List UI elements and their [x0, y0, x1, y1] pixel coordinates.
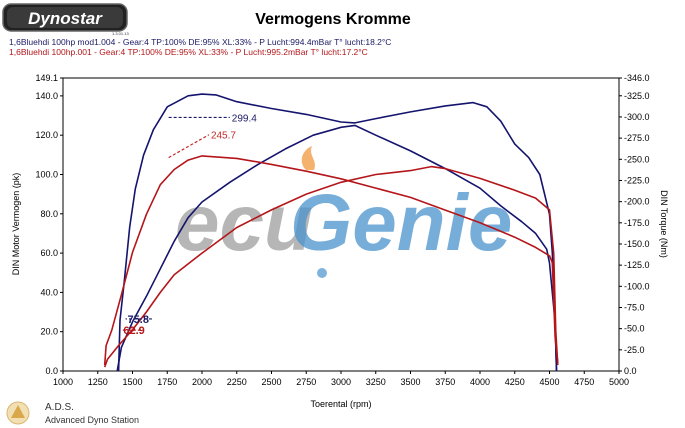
- watermark-ecu: ecu: [175, 178, 313, 267]
- y-right-tick-label: -75.0: [624, 302, 645, 312]
- x-tick-label: 1250: [88, 377, 108, 387]
- x-tick-label: 4250: [505, 377, 525, 387]
- y-right-tick-label: -125.0: [624, 260, 650, 270]
- dynostar-logo: Dynostar: [2, 3, 128, 32]
- run-label-red: 1,6Bluehdi 100hp.001 - Gear:4 TP:100% DE…: [9, 47, 368, 57]
- y-right-tick-label: -250.0: [624, 154, 650, 164]
- y-right-tick-label: -175.0: [624, 218, 650, 228]
- x-tick-label: 4750: [574, 377, 594, 387]
- y-left-tick-label: 100.0: [35, 169, 58, 179]
- y-left-tick-label: 140.0: [35, 91, 58, 101]
- x-tick-label: 2500: [261, 377, 281, 387]
- y-right-tick-label: -346.0: [624, 73, 650, 83]
- y-right-tick-label: -25.0: [624, 345, 645, 355]
- x-tick-label: 4500: [539, 377, 559, 387]
- watermark-genie: Genie: [290, 178, 512, 267]
- power-curve-blue: [116, 124, 558, 372]
- y-left-tick-label: 0.0: [45, 366, 58, 376]
- y-left-tick-label: 20.0: [40, 327, 58, 337]
- run-label-blue: 1,6Bluehdi 100hp mod1.004 - Gear:4 TP:10…: [9, 37, 391, 47]
- x-tick-label: 1500: [122, 377, 142, 387]
- power-curve-red: [103, 165, 559, 368]
- y-left-tick-label: 149.1: [35, 73, 58, 83]
- y-axis-left-title: DIN Motor Vermogen (pk): [11, 173, 21, 276]
- y-right-tick-label: 0.0: [624, 366, 637, 376]
- logo-version: 1.3.01.13: [112, 31, 129, 36]
- x-tick-label: 2250: [227, 377, 247, 387]
- x-tick-label: 1750: [157, 377, 177, 387]
- x-tick-label: 3500: [400, 377, 420, 387]
- y-left-tick-label: 120.0: [35, 130, 58, 140]
- y-left-tick-label: 40.0: [40, 287, 58, 297]
- annotation-label: 62.9: [123, 325, 144, 337]
- annotation-label: 299.4: [232, 113, 257, 124]
- y-right-tick-label: -200.0: [624, 197, 650, 207]
- y-right-tick-label: -100.0: [624, 281, 650, 291]
- ads-emblem-icon: [11, 405, 25, 418]
- ecugenie-watermark: ecu Genie: [175, 146, 512, 278]
- x-tick-label: 1000: [53, 377, 73, 387]
- y-right-tick-label: -50.0: [624, 324, 645, 334]
- x-tick-label: 3250: [366, 377, 386, 387]
- x-tick-label: 3000: [331, 377, 351, 387]
- y-right-tick-label: -225.0: [624, 175, 650, 185]
- watermark-dot-icon: [317, 268, 327, 278]
- ads-logo: [6, 401, 30, 425]
- logo-text: Dynostar: [28, 9, 103, 28]
- annotation-label: 245.7: [211, 131, 236, 142]
- x-axis-title: Toerental (rpm): [310, 399, 371, 409]
- x-tick-label: 4000: [470, 377, 490, 387]
- y-right-tick-label: -275.0: [624, 133, 650, 143]
- x-tick-label: 3750: [435, 377, 455, 387]
- chart-title: Vermogens Kromme: [255, 11, 411, 28]
- y-right-tick-label: -300.0: [624, 112, 650, 122]
- y-left-tick-label: 60.0: [40, 248, 58, 258]
- y-axis-right-title: DIN Torque (Nm): [659, 190, 669, 258]
- footer-brand: A.D.S.: [45, 402, 74, 413]
- y-right-tick-label: -150.0: [624, 239, 650, 249]
- torque-curve-red: [103, 155, 559, 366]
- y-left-tick-label: 80.0: [40, 209, 58, 219]
- y-right-tick-label: -325.0: [624, 91, 650, 101]
- annotation-label: 75.8: [128, 314, 149, 326]
- footer-brand-sub: Advanced Dyno Station: [45, 415, 139, 425]
- x-tick-label: 5000: [609, 377, 629, 387]
- x-tick-label: 2750: [296, 377, 316, 387]
- torque-curve-blue: [117, 93, 558, 372]
- annotation-leader: [168, 134, 210, 159]
- watermark-flame-icon: [301, 146, 315, 170]
- x-tick-label: 2000: [192, 377, 212, 387]
